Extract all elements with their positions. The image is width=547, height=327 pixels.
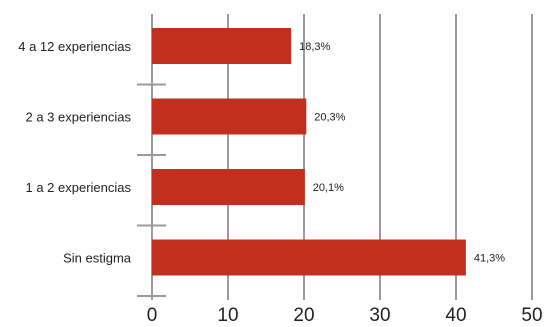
bar-0 bbox=[152, 28, 292, 64]
bar-layer bbox=[152, 28, 466, 276]
category-label-3: Sin estigma bbox=[63, 251, 132, 266]
label-layer: 0 10 20 30 40 50 4 a 12 experiencias 18,3% 2 a 3… bbox=[18, 39, 542, 326]
category-label-2: 1 a 2 experiencias bbox=[25, 180, 131, 195]
x-tick-label-20: 20 bbox=[293, 305, 314, 326]
value-label-3: 41,3% bbox=[474, 253, 505, 265]
x-tick-label-30: 30 bbox=[369, 305, 390, 326]
bar-2 bbox=[152, 169, 305, 205]
x-tick-label-40: 40 bbox=[445, 305, 466, 326]
x-tick-label-50: 50 bbox=[521, 305, 542, 326]
bar-3 bbox=[152, 239, 466, 276]
bar-1 bbox=[152, 98, 307, 135]
value-label-1: 20,3% bbox=[314, 112, 345, 124]
category-label-1: 2 a 3 experiencias bbox=[25, 110, 131, 125]
x-tick-label-0: 0 bbox=[147, 305, 158, 326]
x-tick-label-10: 10 bbox=[217, 305, 238, 326]
value-label-0: 18,3% bbox=[299, 41, 330, 53]
value-label-2: 20,1% bbox=[313, 182, 344, 194]
category-label-0: 4 a 12 experiencias bbox=[18, 39, 131, 54]
